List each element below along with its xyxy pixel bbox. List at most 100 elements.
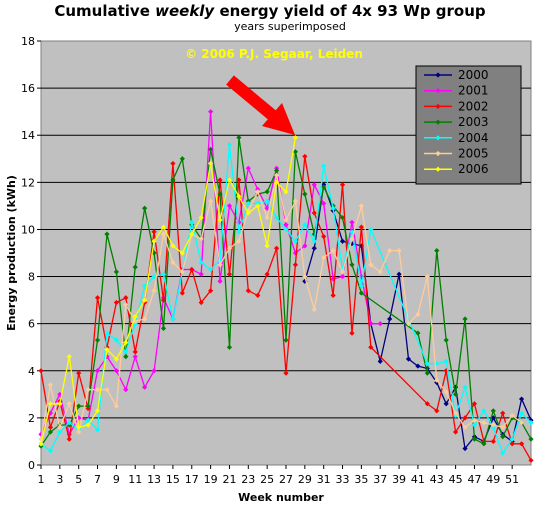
data-point	[302, 153, 308, 160]
data-point	[471, 417, 478, 423]
data-point	[443, 401, 449, 407]
legend-label: 2003	[458, 115, 489, 129]
x-tick-label: 13	[147, 473, 161, 486]
series-line-2006	[40, 137, 297, 444]
data-point	[160, 231, 167, 237]
data-point	[292, 198, 299, 204]
data-point	[217, 262, 223, 268]
data-point	[160, 297, 167, 303]
data-point	[368, 262, 374, 268]
x-axis-title: Week number	[238, 491, 324, 504]
data-point	[453, 391, 459, 397]
data-point	[528, 436, 534, 442]
data-point	[66, 420, 72, 426]
data-point	[349, 330, 355, 336]
data-point	[509, 412, 515, 419]
data-point	[387, 248, 393, 254]
data-point	[405, 356, 412, 362]
x-tick-label: 3	[56, 473, 63, 486]
data-point	[321, 233, 327, 240]
data-point	[358, 283, 364, 289]
data-point	[435, 166, 441, 172]
data-point	[38, 441, 44, 447]
data-point	[358, 203, 364, 209]
data-point	[160, 271, 167, 277]
data-point	[435, 135, 441, 141]
data-point	[415, 363, 421, 369]
data-point	[292, 262, 299, 268]
data-point	[443, 358, 449, 364]
data-point	[208, 146, 214, 152]
data-point	[339, 269, 346, 275]
data-point	[273, 167, 280, 174]
data-point	[76, 429, 82, 435]
data-point	[151, 288, 157, 294]
x-tick-label: 9	[113, 473, 120, 486]
data-point	[245, 210, 251, 216]
data-point	[57, 391, 63, 397]
data-point	[85, 417, 91, 423]
data-point	[170, 259, 176, 266]
data-point	[208, 160, 214, 167]
data-point	[349, 262, 355, 268]
data-point	[208, 109, 214, 115]
legend-label: 2005	[458, 147, 489, 161]
data-point	[94, 427, 101, 433]
data-point	[236, 229, 242, 235]
data-point	[302, 222, 308, 228]
legend-label: 2001	[458, 84, 489, 98]
data-point	[113, 299, 119, 306]
data-point	[132, 354, 138, 360]
data-point	[226, 271, 233, 277]
data-point	[132, 314, 138, 320]
data-point	[236, 134, 242, 141]
data-point	[170, 177, 176, 183]
x-tick-label: 1	[38, 473, 45, 486]
data-point	[462, 384, 468, 390]
data-point	[236, 193, 242, 200]
data-point	[283, 337, 289, 343]
data-point	[208, 198, 214, 204]
legend-item-2000: 2000	[424, 68, 489, 82]
data-point	[208, 288, 214, 294]
data-point	[226, 245, 233, 251]
data-point	[283, 370, 289, 376]
data-point	[462, 445, 468, 452]
data-point	[179, 250, 185, 256]
data-point	[471, 436, 478, 442]
y-tick-label: 2	[28, 412, 35, 425]
legend-label: 2006	[458, 162, 489, 176]
x-tick-label: 23	[241, 473, 255, 486]
data-point	[321, 163, 327, 169]
x-axis-ticks: 1 3 5 7 9 11 13 15 17 19 21 23 25 27 29 31 33 35 37 39 41 43 4…	[38, 465, 519, 486]
data-point	[349, 236, 355, 242]
x-tick-label: 27	[279, 473, 293, 486]
data-point	[330, 292, 336, 298]
data-point	[415, 311, 421, 317]
data-point	[311, 306, 317, 313]
data-point	[453, 410, 459, 416]
data-point	[273, 179, 280, 185]
data-point	[396, 271, 402, 277]
legend-item-2005: 2005	[424, 147, 489, 161]
data-point	[443, 389, 449, 395]
data-point	[434, 377, 440, 383]
data-point	[283, 217, 289, 223]
data-point	[198, 259, 204, 266]
x-tick-label: 31	[317, 473, 331, 486]
data-point	[104, 387, 110, 393]
data-point	[321, 255, 327, 261]
x-tick-label: 43	[430, 473, 444, 486]
data-point	[57, 401, 63, 407]
data-point	[151, 229, 157, 235]
data-point	[518, 420, 525, 426]
data-point	[528, 420, 534, 426]
data-point	[424, 361, 430, 367]
legend-item-2002: 2002	[424, 99, 489, 113]
y-tick-label: 6	[28, 318, 35, 331]
data-point	[245, 288, 251, 294]
data-point	[518, 410, 525, 416]
data-point	[321, 184, 327, 190]
data-point	[264, 205, 270, 211]
data-point	[283, 189, 289, 195]
